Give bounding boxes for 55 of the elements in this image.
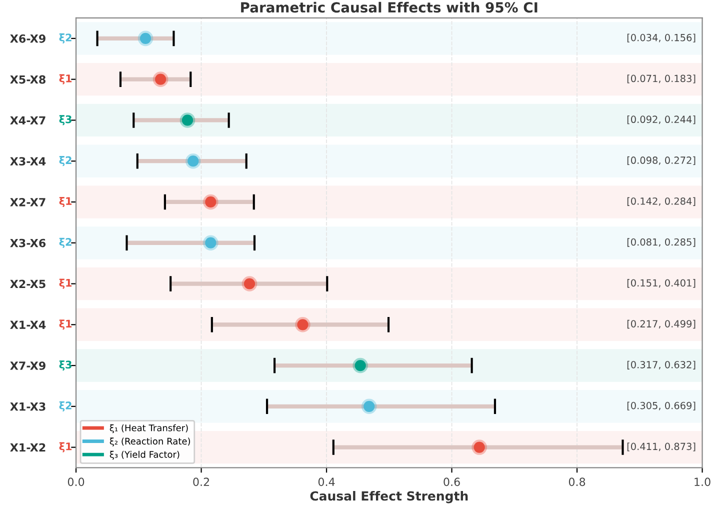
text: ξ2 — [59, 33, 72, 44]
x-tick-label: 0.6 — [444, 478, 460, 486]
annotation: [0.098, 0.272] — [627, 156, 696, 166]
annotation: [0.305, 0.669] — [627, 402, 696, 410]
y-tick-label: X3-X4 — [10, 157, 46, 166]
point — [361, 398, 377, 414]
point — [138, 30, 154, 46]
annotation: [0.071, 0.183] — [627, 74, 696, 84]
y-tick-label: X2-X7 — [10, 198, 46, 206]
point — [185, 153, 201, 169]
annotation: [0.092, 0.244] — [627, 116, 696, 124]
y-tick-label: X4-X7 — [10, 116, 46, 124]
point — [242, 276, 258, 292]
y-tick-label: X7-X9 — [10, 362, 46, 370]
annotation: [0.217, 0.499] — [627, 320, 696, 329]
point — [295, 316, 310, 332]
annotation: [0.151, 0.401] — [627, 279, 696, 288]
y-tick-label: X6-X9 — [10, 34, 46, 43]
point — [352, 358, 368, 374]
point — [472, 440, 487, 455]
text: ξ2 — [59, 238, 72, 248]
point — [203, 235, 218, 251]
x-tick-label: 0.4 — [318, 478, 335, 486]
text: ξ3 — [59, 360, 72, 371]
y-tick-label: X1-X4 — [10, 320, 46, 329]
y-tick-label: X2-X5 — [10, 280, 46, 288]
annotation: [0.034, 0.156] — [627, 34, 696, 42]
legend-label: ξ₃ (Yield Factor) — [110, 450, 180, 460]
point — [152, 72, 168, 87]
legend-label: ξ₁ (Heat Transfer) — [110, 424, 188, 434]
y-tick-label: X1-X2 — [10, 443, 46, 452]
text: ξ1 — [59, 74, 72, 84]
y-tick-label: X1-X3 — [10, 402, 46, 411]
legend-label: ξ₂ (Reaction Rate) — [110, 438, 190, 446]
x-axis-title: Causal Effect Strength — [310, 490, 468, 504]
text: ξ1 — [59, 196, 72, 208]
annotation: [0.081, 0.285] — [627, 238, 696, 247]
x-tick-label: 0.0 — [68, 478, 84, 486]
annotation: [0.142, 0.284] — [627, 197, 696, 206]
x-tick-label: 1.0 — [694, 478, 710, 486]
text: ξ1 — [59, 320, 72, 330]
text: ξ3 — [59, 115, 72, 126]
point — [180, 112, 196, 128]
point — [203, 194, 218, 210]
y-tick-label: X5-X8 — [10, 75, 46, 84]
text: ξ1 — [59, 442, 72, 452]
annotation: [0.411, 0.873] — [627, 442, 696, 452]
x-tick-label: 0.8 — [568, 478, 586, 486]
text: ξ1 — [59, 278, 72, 289]
text: ξ2 — [59, 156, 72, 166]
chart-title: Parametric Causal Effects with 95% CI — [241, 2, 538, 13]
annotation: [0.317, 0.632] — [627, 360, 696, 370]
x-tick-label: 0.2 — [193, 478, 209, 486]
y-tick-label: X3-X6 — [10, 238, 46, 248]
text: ξ2 — [59, 401, 72, 412]
